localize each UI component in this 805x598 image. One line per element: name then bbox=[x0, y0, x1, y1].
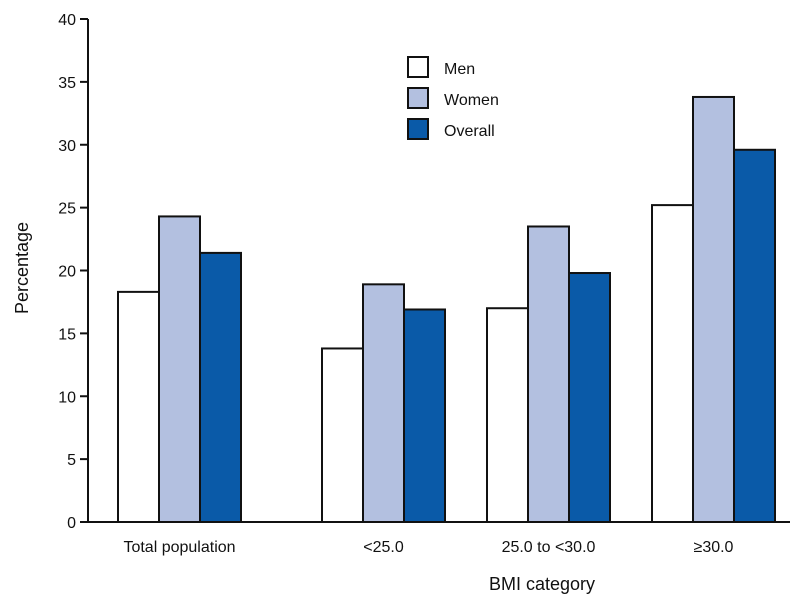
legend-label-overall: Overall bbox=[444, 123, 495, 140]
axes-group: 0 5 10 15 20 25 30 35 40 Total population <25.0 25.… bbox=[58, 12, 790, 556]
y-tick-label: 25 bbox=[58, 201, 76, 218]
legend-swatch-overall bbox=[407, 118, 429, 140]
y-tick-label: 30 bbox=[58, 138, 76, 155]
x-axis-title: BMI category bbox=[489, 574, 595, 594]
bars-group bbox=[117, 95, 776, 524]
x-category-label: ≥30.0 bbox=[694, 539, 734, 556]
legend-label-men: Men bbox=[444, 61, 475, 78]
legend: Men Women Overall bbox=[407, 56, 499, 140]
y-tick-label: 40 bbox=[58, 12, 76, 29]
x-category-label: <25.0 bbox=[363, 539, 404, 556]
legend-swatch-men bbox=[407, 56, 429, 78]
bar-women-2 bbox=[527, 225, 570, 524]
bar-men-0 bbox=[117, 290, 160, 523]
bar-women-0 bbox=[158, 215, 201, 524]
bar-women-3 bbox=[692, 95, 735, 523]
x-category-label: Total population bbox=[123, 539, 235, 556]
bar-men-3 bbox=[651, 204, 694, 524]
bar-overall-3 bbox=[733, 148, 776, 523]
y-axis-title: Percentage bbox=[12, 222, 32, 314]
y-tick-label: 20 bbox=[58, 264, 76, 281]
x-category-label: 25.0 to <30.0 bbox=[502, 539, 596, 556]
bar-men-1 bbox=[321, 347, 364, 523]
y-tick-label: 35 bbox=[58, 75, 76, 92]
y-tick-label: 10 bbox=[58, 389, 76, 406]
y-tick-label: 15 bbox=[58, 326, 76, 343]
bar-overall-2 bbox=[568, 272, 611, 524]
y-tick-label: 0 bbox=[67, 515, 76, 532]
y-tick-label: 5 bbox=[67, 452, 76, 469]
bar-men-2 bbox=[486, 307, 529, 523]
legend-swatch-women bbox=[407, 87, 429, 109]
legend-label-women: Women bbox=[444, 92, 499, 109]
bar-women-1 bbox=[362, 283, 405, 523]
bar-overall-1 bbox=[403, 308, 446, 524]
bar-overall-0 bbox=[199, 251, 242, 524]
